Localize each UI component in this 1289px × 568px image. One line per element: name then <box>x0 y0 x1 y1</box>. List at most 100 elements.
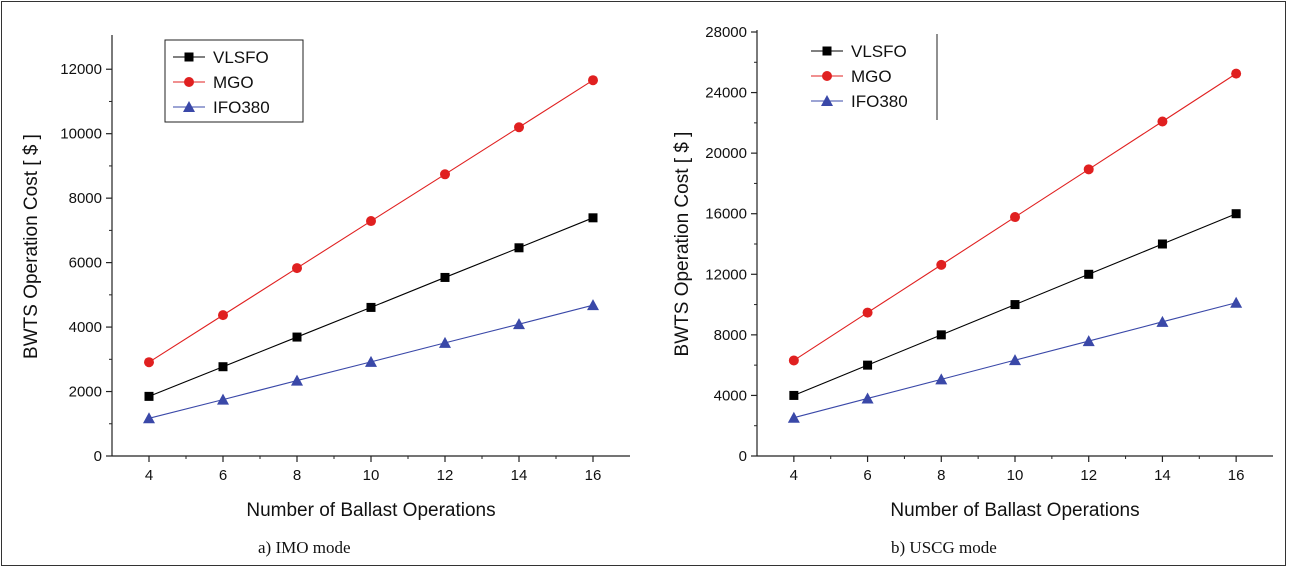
data-point-mgo <box>1083 164 1094 175</box>
data-point-vlsfo <box>144 391 154 401</box>
x-tick-label: 16 <box>1228 467 1245 484</box>
legend-label-ifo380: IFO380 <box>851 92 908 111</box>
data-point-mgo <box>588 75 598 86</box>
y-tick-label: 0 <box>94 448 102 465</box>
data-point-vlsfo <box>789 390 799 400</box>
data-point-vlsfo <box>366 302 376 312</box>
legend-marker-ifo380 <box>183 101 195 112</box>
x-tick-label: 10 <box>1007 467 1024 484</box>
x-tick-label: 4 <box>145 467 153 484</box>
caption-uscg-mode: b) USCG mode <box>891 538 997 557</box>
data-point-vlsfo <box>292 332 302 342</box>
data-point-ifo380 <box>861 392 874 404</box>
x-axis-label: Number of Ballast Operations <box>890 500 1139 521</box>
x-tick-label: 4 <box>790 467 798 484</box>
data-point-ifo380 <box>1230 296 1243 308</box>
data-point-mgo <box>862 307 873 318</box>
data-point-ifo380 <box>217 393 229 405</box>
data-point-ifo380 <box>587 299 599 311</box>
legend-marker-ifo380 <box>821 95 833 106</box>
data-point-mgo <box>788 355 799 366</box>
data-point-ifo380 <box>439 336 451 348</box>
data-point-mgo <box>218 310 228 321</box>
data-point-ifo380 <box>143 412 155 424</box>
series-mgo <box>144 75 598 368</box>
data-point-mgo <box>936 259 947 270</box>
data-point-vlsfo <box>514 243 524 253</box>
x-tick-label: 8 <box>293 467 301 484</box>
data-point-vlsfo <box>440 272 450 282</box>
y-tick-label: 4000 <box>714 387 747 404</box>
data-point-ifo380 <box>365 355 377 367</box>
x-tick-label: 12 <box>1080 467 1097 484</box>
data-point-mgo <box>1231 68 1242 79</box>
legend-marker-vlsfo <box>184 52 194 62</box>
caption-imo-mode: a) IMO mode <box>258 538 351 557</box>
x-tick-label: 6 <box>863 467 871 484</box>
y-tick-label: 16000 <box>705 206 747 223</box>
x-tick-label: 16 <box>585 467 602 484</box>
data-point-ifo380 <box>1082 335 1095 347</box>
y-axis-label: BWTS Operation Cost [ $ ] <box>21 134 42 359</box>
y-tick-label: 0 <box>739 448 747 465</box>
x-tick-label: 6 <box>219 467 227 484</box>
y-tick-label: 12000 <box>705 266 747 283</box>
y-tick-label: 8000 <box>69 190 102 207</box>
x-tick-label: 10 <box>363 467 380 484</box>
series-ifo380 <box>787 296 1243 423</box>
data-point-ifo380 <box>935 373 948 385</box>
series-mgo <box>788 68 1242 366</box>
x-tick-label: 14 <box>511 467 528 484</box>
legend-label-ifo380: IFO380 <box>213 98 270 117</box>
y-tick-label: 8000 <box>714 327 747 344</box>
y-tick-label: 10000 <box>60 126 102 143</box>
data-point-mgo <box>366 216 376 227</box>
x-axis-label: Number of Ballast Operations <box>246 500 495 521</box>
data-point-mgo <box>1157 116 1168 127</box>
legend-label-vlsfo: VLSFO <box>213 48 269 67</box>
y-tick-label: 2000 <box>69 384 102 401</box>
legend-label-vlsfo: VLSFO <box>851 42 907 61</box>
legend-label-mgo: MGO <box>851 67 892 86</box>
data-point-mgo <box>440 169 450 180</box>
y-tick-label: 12000 <box>60 61 102 78</box>
data-point-vlsfo <box>1157 239 1167 249</box>
data-point-vlsfo <box>863 360 873 370</box>
data-point-vlsfo <box>1084 269 1094 279</box>
data-point-vlsfo <box>218 362 228 372</box>
legend-marker-mgo <box>184 77 194 87</box>
legend-label-mgo: MGO <box>213 73 254 92</box>
data-point-ifo380 <box>291 374 303 386</box>
data-point-ifo380 <box>1009 354 1021 366</box>
series-ifo380 <box>143 299 599 424</box>
legend: VLSFO MGO IFO380 <box>164 39 304 123</box>
chart-imo-mode: 4 6 8 10 12 14 16 0 2000 4000 6000 8000 10000 12000 Nu… <box>21 35 630 521</box>
series-vlsfo <box>789 209 1241 400</box>
data-point-vlsfo <box>1231 209 1241 219</box>
chart-uscg-mode: 4 6 8 10 12 14 16 0 4000 8000 12000 16000 20000 24000… <box>672 24 1273 521</box>
series-vlsfo <box>144 213 598 401</box>
x-tick-label: 8 <box>937 467 945 484</box>
y-tick-label: 20000 <box>705 145 747 162</box>
y-tick-label: 24000 <box>705 85 747 102</box>
y-tick-label: 4000 <box>69 319 102 336</box>
legend-marker-mgo <box>822 71 832 81</box>
data-point-mgo <box>144 357 154 368</box>
legend-marker-vlsfo <box>822 46 832 56</box>
data-point-vlsfo <box>1010 300 1020 310</box>
y-tick-label: 28000 <box>705 24 747 41</box>
data-point-ifo380 <box>513 318 525 330</box>
y-tick-label: 6000 <box>69 255 102 272</box>
data-point-ifo380 <box>787 411 800 423</box>
x-tick-label: 14 <box>1154 467 1171 484</box>
legend: VLSFO MGO IFO380 <box>811 34 938 120</box>
data-point-ifo380 <box>1156 315 1169 327</box>
data-point-mgo <box>1010 212 1020 223</box>
data-point-mgo <box>292 263 302 274</box>
data-point-vlsfo <box>936 330 946 340</box>
data-point-vlsfo <box>588 213 598 223</box>
x-tick-label: 12 <box>437 467 454 484</box>
data-point-mgo <box>514 122 524 133</box>
y-axis-label: BWTS Operation Cost [ $ ] <box>672 132 693 357</box>
